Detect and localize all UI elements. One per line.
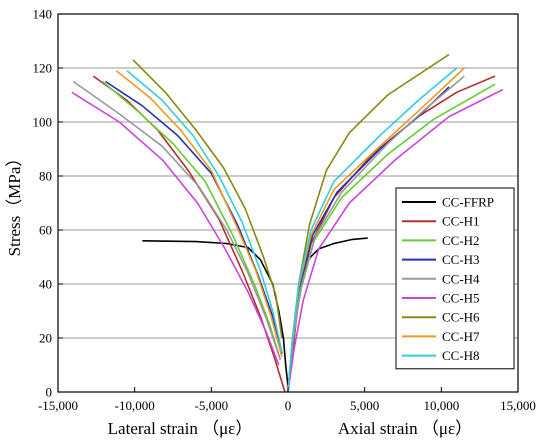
x-tick-label: -10,000 [115, 398, 155, 413]
y-tick-label: 40 [39, 277, 52, 292]
legend-label: CC-H2 [442, 233, 480, 248]
legend-label: CC-H7 [442, 329, 480, 344]
y-tick-label: 120 [33, 61, 53, 76]
y-tick-label: 140 [33, 7, 53, 22]
series-cc-h5 [71, 88, 504, 393]
x-tick-label: 0 [285, 398, 292, 413]
x-tick-label: 10,000 [423, 398, 459, 413]
series-cc-ffrp [142, 237, 368, 387]
legend-label: CC-FFRP [442, 195, 494, 210]
series-line-cc-h8-axial [287, 67, 458, 393]
x-tick-label: 5,000 [350, 398, 379, 413]
series-cc-h8 [126, 67, 458, 393]
legend: CC-FFRP CC-H1 CC-H2 CC-H3 CC-H4 CC-H5 CC-H6 CC-… [395, 187, 515, 370]
x-axis-title-lateral: Lateral strain （με） [108, 419, 253, 438]
x-tick-label: 15,000 [500, 398, 536, 413]
legend-label: CC-H1 [442, 214, 480, 229]
y-tick-label: 20 [39, 331, 52, 346]
y-tick-label: 100 [33, 115, 53, 130]
x-tick-label: -5,000 [195, 398, 229, 413]
legend-label: CC-H3 [442, 252, 480, 267]
series-line-cc-h5-lateral [71, 91, 280, 366]
series-line-cc-h4-axial [287, 75, 465, 393]
legend-label: CC-H4 [442, 271, 480, 286]
series-line-cc-h2-lateral [101, 80, 282, 360]
axis-ticks: 0 20 40 60 80 100 120 140 -15,000 -10,000 -5,000 0 5… [33, 7, 536, 414]
legend-label: CC-H5 [442, 291, 480, 306]
series-layer [71, 53, 504, 393]
series-line-cc-h7-lateral [115, 70, 283, 358]
y-axis-title: Stress（MPa） [5, 150, 24, 257]
legend-label: CC-H8 [442, 348, 480, 363]
x-tick-label: -15,000 [38, 398, 78, 413]
y-tick-label: 80 [39, 169, 52, 184]
series-line-cc-ffrp-axial [287, 237, 368, 387]
series-line-cc-ffrp-lateral [142, 240, 289, 387]
series-line-cc-h4-lateral [72, 80, 282, 360]
y-tick-label: 60 [39, 223, 52, 238]
series-cc-h4 [72, 75, 465, 393]
series-line-cc-h6-lateral [132, 59, 283, 339]
series-line-cc-h5-axial [287, 88, 504, 393]
series-line-cc-h8-lateral [126, 70, 283, 352]
y-tick-label: 0 [46, 385, 53, 400]
x-axis-title-axial: Axial strain （με） [338, 419, 472, 438]
legend-label: CC-H6 [442, 310, 480, 325]
